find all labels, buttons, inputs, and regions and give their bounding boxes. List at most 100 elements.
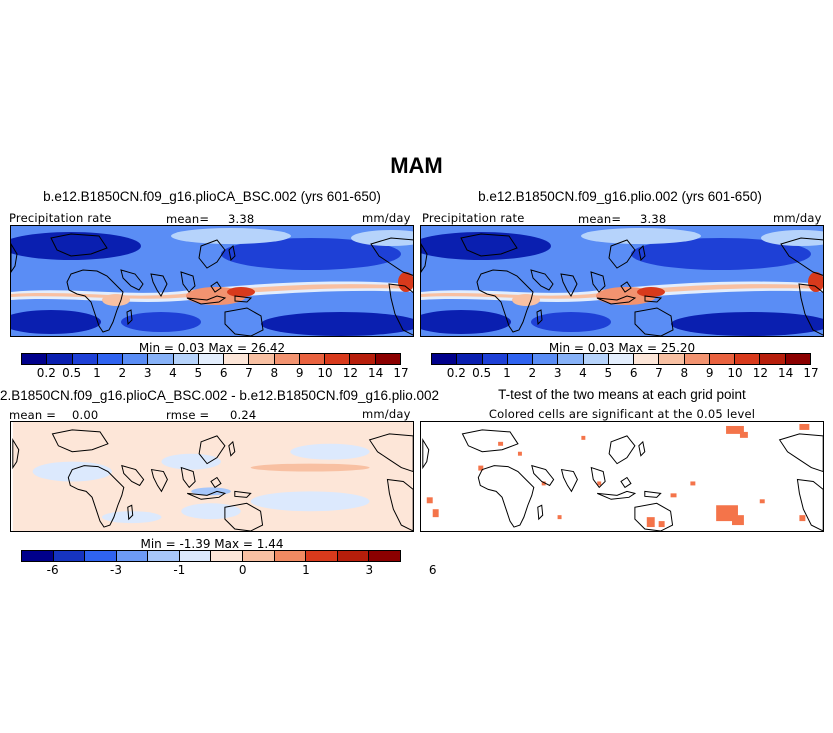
colorbar-swatch [760,354,786,364]
coastline [66,269,124,333]
storm-track [351,230,413,246]
dry-zone [421,232,551,260]
coastline [224,307,264,336]
coastline [180,271,196,293]
significant-cell [759,499,765,504]
colorbar-swatch [243,551,275,561]
colorbar-tick-label: 1 [503,366,511,380]
significant-cell [658,521,665,528]
coastline [537,504,544,521]
panel-b-field-label: Precipitation rate [422,211,525,225]
coastline [388,283,413,336]
dry-zone [531,312,611,332]
panel-d-title: T-test of the two means at each grid poi… [498,387,746,402]
coastline [590,271,606,293]
panel-c-rmse-value: 0.24 [230,408,257,422]
dry-zone [11,232,141,260]
panel-c-rmse-label: rmse = [166,408,210,422]
colorbar-tick-label: 12 [342,366,358,380]
dry-zone [11,310,101,334]
coastline [234,295,253,303]
coastline [638,244,646,262]
panel-a-mean-label: mean= [166,212,210,226]
negative-anomaly [32,461,112,482]
colorbar-swatch [22,354,48,364]
africa-rain [512,294,540,306]
panel-b-precip-map [420,225,824,337]
colorbar-swatch [274,354,300,364]
colorbar-swatch [634,354,660,364]
colorbar-tick-label: 14 [368,366,384,380]
colorbar-swatch [709,354,736,364]
amazon-rain [398,272,413,292]
warm-pool-core [637,287,665,297]
figure-title: MAM [390,153,443,178]
panel-b-mean-value: 3.38 [640,212,667,226]
colorbar-tick-label: 6 [219,366,228,380]
colorbar-tick-label: 17 [803,366,819,380]
panel-b-mean-label: mean= [578,212,622,226]
panel-d-ttest-map [420,421,824,532]
colorbar-swatch [375,354,400,364]
colorbar-swatch [659,354,685,364]
coastline [460,233,518,257]
coastline [590,466,606,489]
coastline [620,281,632,293]
colorbar-swatch [337,551,370,561]
colorbar-swatch [306,551,338,561]
panel-a-mean-value: 3.38 [228,212,255,226]
coastline [476,269,534,333]
coastline [150,273,168,297]
colorbar-tick-label: 12 [752,366,768,380]
panel-a-precip-map [10,225,414,337]
coastline [530,269,554,291]
panel-a-minmax: Min = 0.03 Max = 26.42 [138,341,286,355]
significant-cell [498,441,504,446]
coastline [51,429,109,453]
coastline [150,468,168,493]
colorbar-tick-label: 0.2 [36,366,56,380]
significant-cell [799,515,806,522]
significant-cell [799,423,810,430]
panel-c-difference-map [10,421,414,532]
colorbar-tick-label: 7 [245,366,253,380]
significant-cell [557,515,562,520]
colorbar-swatch [350,354,376,364]
colorbar-tick-label: 2 [528,366,537,380]
colorbar-tick-label: 4 [579,366,587,380]
coastline [12,438,20,470]
coastline [228,440,236,457]
significant-cell [732,515,744,526]
colorbar-tick-label: 3 [143,366,152,380]
coastline [477,465,535,528]
significant-cell [478,465,484,471]
colorbar-tick-label: -3 [110,563,122,577]
colorbar-tick-label: -1 [173,563,186,577]
coastline [638,440,646,457]
coastline [560,468,578,493]
warm-pool-core [227,287,255,297]
colorbar-tick-label: 5 [194,366,203,380]
coastline [620,476,632,489]
colorbar-swatch [148,354,174,364]
colorbar-swatch [558,354,584,364]
colorbar-swatch [22,551,54,561]
colorbar-tick-label: 6 [629,366,638,380]
panel-a-field-label: Precipitation rate [9,211,112,225]
coastline [778,433,823,473]
panel-b-minmax: Min = 0.03 Max = 25.20 [548,341,696,355]
coastline [127,504,134,521]
colorbar-swatch [299,354,326,364]
dry-zone [261,312,413,336]
colorbar-tick-label: 9 [705,366,714,380]
colorbar-tick-label: 5 [604,366,613,380]
coastline [198,435,226,465]
positive-anomaly [250,463,370,472]
coastline [798,283,823,336]
storm-track [171,228,291,244]
panel-c-mean-value: 0.00 [72,408,99,422]
colorbar-swatch [482,354,508,364]
colorbar-tick-label: 14 [778,366,794,380]
coastline [198,239,226,269]
colorbar-tick-label: 3 [553,366,562,380]
